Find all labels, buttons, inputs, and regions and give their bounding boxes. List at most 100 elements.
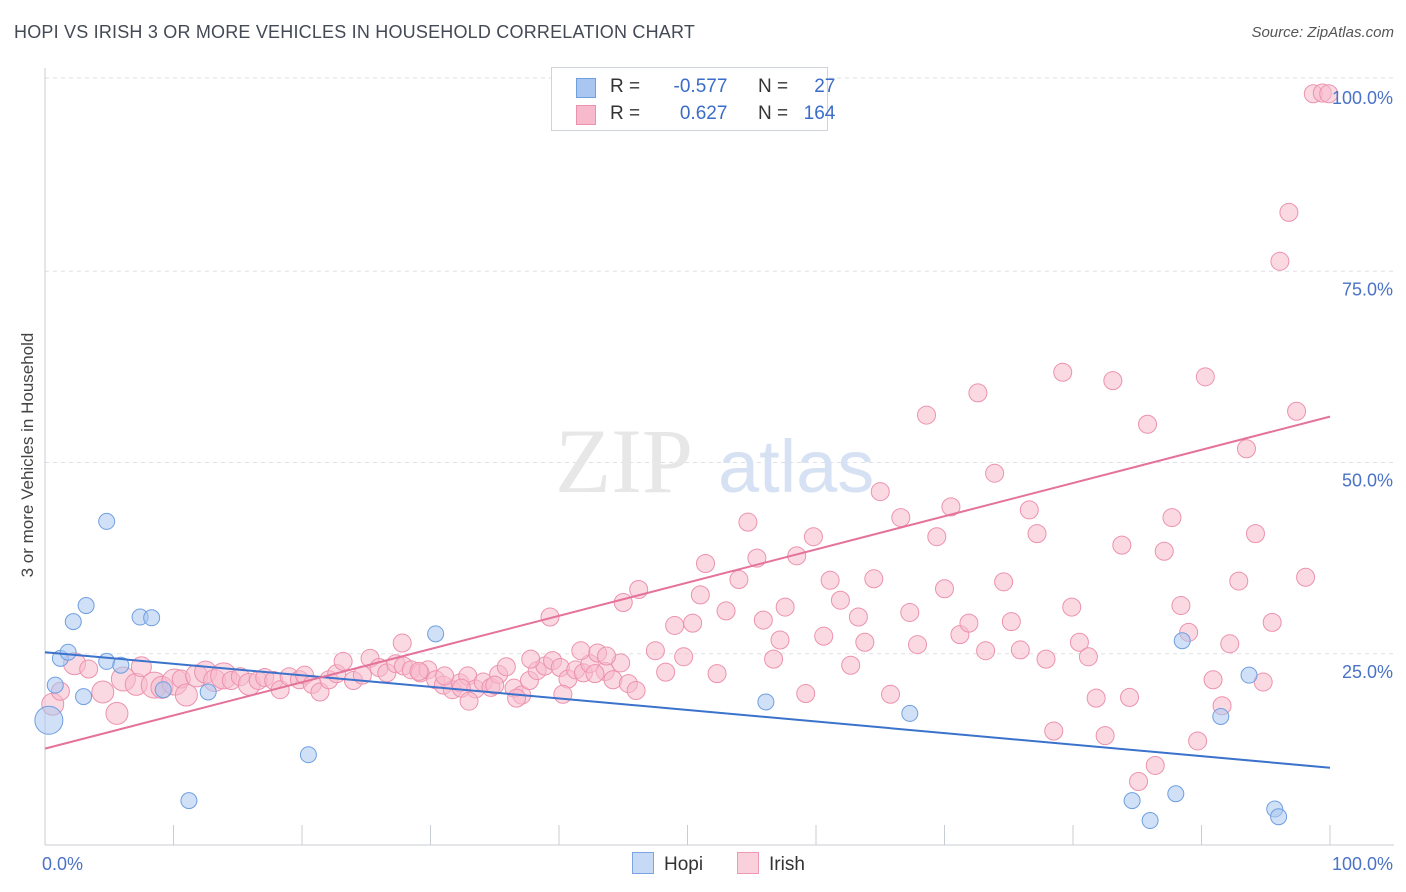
irish-point-143 [1145, 755, 1165, 775]
irish-point-74 [459, 691, 479, 711]
irish-trend-line [44, 415, 1331, 750]
hopi-point-0 [34, 705, 64, 735]
x-tick-label-1: 100.0% [1332, 854, 1393, 874]
irish-point-116 [917, 405, 937, 425]
hopi-point-8 [112, 656, 130, 674]
irish-point-3 [79, 659, 99, 679]
hopi-point-1 [46, 676, 64, 694]
hopi-point-18 [901, 704, 919, 722]
irish-point-150 [1203, 670, 1223, 690]
irish-point-124 [985, 463, 1005, 483]
irish-point-81 [585, 664, 605, 684]
irish-point-148 [1188, 731, 1208, 751]
hopi-point-9 [98, 512, 116, 530]
irish-point-79 [553, 684, 573, 704]
irish-point-72 [435, 666, 455, 686]
irish-point-155 [1245, 524, 1265, 544]
hopi-trend-line [44, 651, 1331, 769]
irish-point-144 [1154, 541, 1174, 561]
hopi-point-23 [1212, 707, 1230, 725]
irish-point-119 [941, 497, 961, 517]
hopi-point-21 [1167, 785, 1185, 803]
hopi-point-14 [199, 683, 217, 701]
y-tick-label-3: 100.0% [1332, 88, 1393, 108]
irish-point-133 [1062, 597, 1082, 617]
bottom-irish-label: Irish [769, 854, 805, 875]
irish-point-145 [1162, 508, 1182, 528]
bottom-hopi-label: Hopi [664, 854, 704, 875]
bottom-legend-irish: Irish [737, 852, 805, 876]
irish-point-136 [1086, 688, 1106, 708]
watermark-atlas: atlas [718, 425, 874, 508]
irish-point-154 [1236, 439, 1256, 459]
irish-point-114 [900, 602, 920, 622]
irish-point-118 [935, 579, 954, 599]
hopi-swatch [576, 78, 596, 98]
irish-point-90 [690, 585, 710, 605]
irish-point-121 [959, 613, 979, 633]
irish-point-137 [1095, 726, 1115, 746]
bottom-hopi-swatch [632, 852, 654, 874]
watermark: ZIP atlas [555, 410, 874, 512]
irish-point-91 [695, 553, 715, 573]
irish-point-69 [626, 680, 646, 700]
irish-point-83 [613, 592, 633, 612]
irish-point-109 [855, 632, 875, 652]
irish-point-139 [1112, 535, 1132, 555]
irish-point-159 [1279, 202, 1299, 222]
irish-point-89 [683, 613, 703, 633]
hopi-point-3 [59, 643, 77, 661]
trend-lines [44, 415, 1331, 769]
irish-point-135 [1078, 647, 1098, 667]
irish-point-82 [597, 646, 617, 666]
irish-point-127 [1010, 640, 1030, 660]
irish-n-value: 164 [803, 103, 836, 124]
irish-point-156 [1253, 672, 1273, 692]
irish-point-130 [1036, 649, 1056, 669]
irish-point-115 [908, 635, 928, 655]
hopi-point-19 [1123, 792, 1141, 810]
irish-point-141 [1129, 772, 1149, 792]
irish-point-164 [1319, 84, 1339, 104]
hopi-points [34, 512, 1288, 830]
irish-n-label: N = [757, 103, 789, 124]
tick-labels: 25.0% 50.0% 75.0% 100.0% 0.0% 100.0% [42, 88, 1393, 874]
y-tick-label-2: 75.0% [1342, 279, 1393, 299]
hopi-point-5 [75, 688, 93, 706]
irish-point-129 [1027, 524, 1047, 544]
irish-points [41, 83, 1339, 792]
irish-point-131 [1044, 721, 1064, 741]
hopi-point-13 [180, 792, 198, 810]
irish-swatch [576, 105, 596, 125]
hopi-point-15 [299, 746, 317, 764]
irish-point-95 [738, 512, 758, 532]
irish-point-152 [1220, 634, 1240, 654]
irish-point-75 [485, 675, 505, 695]
irish-point-71 [409, 661, 429, 681]
irish-point-161 [1296, 567, 1316, 587]
irish-point-88 [674, 647, 694, 667]
irish-point-86 [656, 662, 676, 682]
bottom-legend-hopi: Hopi [632, 852, 703, 876]
hopi-point-11 [143, 609, 161, 627]
hopi-point-16 [427, 625, 445, 643]
y-tick-label-0: 25.0% [1342, 662, 1393, 682]
irish-point-123 [976, 641, 996, 661]
irish-point-85 [645, 641, 665, 661]
irish-point-128 [1019, 500, 1039, 520]
irish-point-5 [105, 701, 129, 725]
irish-point-132 [1053, 362, 1073, 382]
irish-point-158 [1270, 251, 1290, 271]
irish-point-108 [848, 607, 868, 627]
irish-point-160 [1287, 401, 1307, 421]
irish-point-97 [753, 610, 773, 630]
y-tick-label-1: 50.0% [1342, 471, 1393, 491]
irish-r-value: 0.627 [679, 103, 728, 124]
irish-point-140 [1120, 687, 1140, 707]
irish-point-80 [571, 641, 591, 661]
irish-point-92 [707, 664, 727, 684]
irish-point-13 [174, 683, 198, 707]
hopi-point-22 [1173, 632, 1191, 650]
hopi-n-label: N = [757, 76, 789, 97]
